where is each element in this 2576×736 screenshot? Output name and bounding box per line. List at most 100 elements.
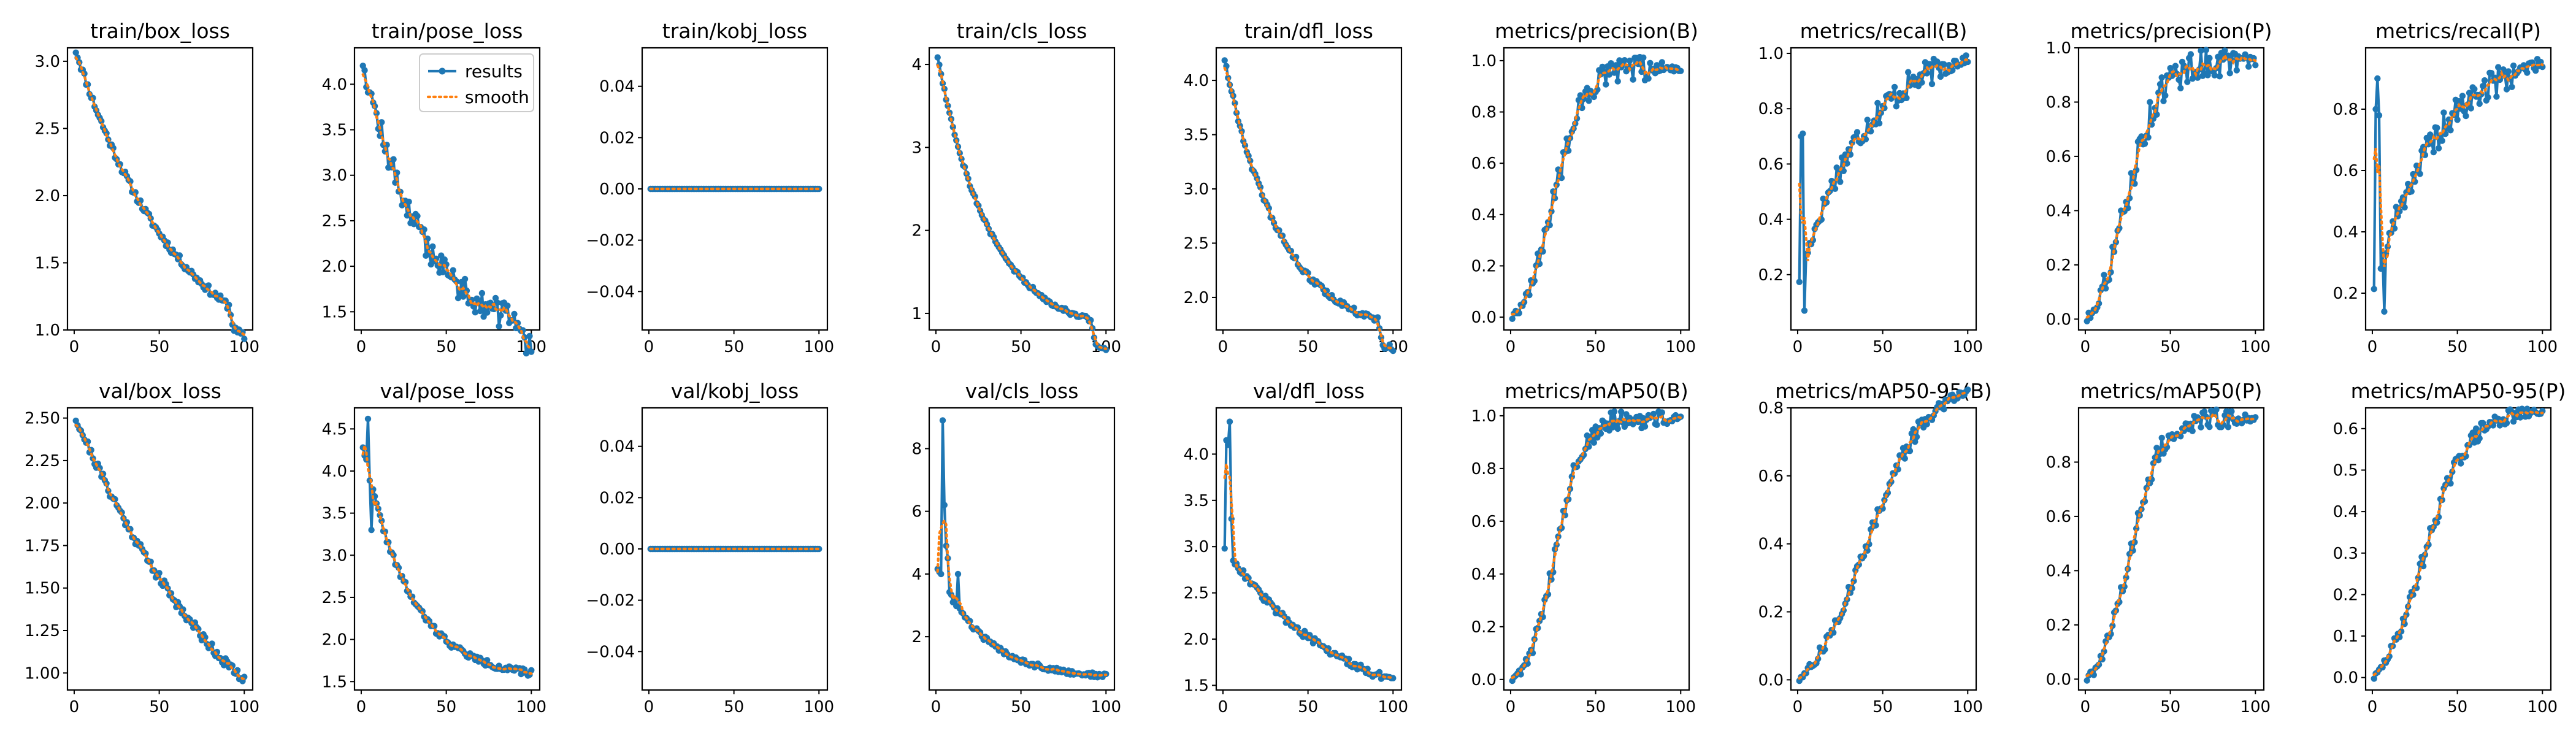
subplot-4: train/cls_loss1234050100 xyxy=(911,19,1121,356)
y-tick-label: 0.2 xyxy=(1758,604,1784,622)
legend-results-label: results xyxy=(465,61,523,82)
x-tick-label: 50 xyxy=(2447,698,2467,716)
y-tick-label: 3.5 xyxy=(1184,492,1209,510)
results-point xyxy=(1614,78,1621,85)
x-tick-label: 50 xyxy=(149,338,169,356)
y-tick-label: 0.5 xyxy=(2333,461,2358,480)
results-point xyxy=(2160,98,2167,104)
results-point xyxy=(1226,418,1233,425)
y-tick-label: 0.4 xyxy=(1471,206,1497,224)
y-tick-label: 0.4 xyxy=(1758,535,1784,554)
results-point xyxy=(1305,269,1311,277)
results-point xyxy=(528,348,535,355)
results-point xyxy=(1677,67,1684,74)
smooth-series-line xyxy=(2085,52,2257,319)
results-point xyxy=(2371,286,2377,293)
results-point xyxy=(1654,421,1660,428)
results-point xyxy=(1963,52,1969,59)
subplot-title: val/box_loss xyxy=(99,379,221,403)
y-tick-label: 0.2 xyxy=(2046,256,2071,275)
results-point xyxy=(1640,54,1647,61)
results-point xyxy=(1949,67,1956,74)
results-point xyxy=(1901,455,1908,462)
results-point xyxy=(1893,103,1899,110)
y-tick-label: 3 xyxy=(911,139,922,157)
x-tick-label: 0 xyxy=(1218,338,1229,356)
y-tick-label: 1.0 xyxy=(2046,39,2071,58)
plot-frame xyxy=(1790,407,1977,691)
x-tick-label: 50 xyxy=(1298,338,1318,356)
y-tick-label: 2.0 xyxy=(1184,289,1209,307)
results-point xyxy=(2435,145,2442,151)
y-tick-label: 0.4 xyxy=(2046,202,2071,220)
x-tick-label: 0 xyxy=(1793,698,1803,716)
results-point xyxy=(1221,545,1228,552)
y-tick-label: 2.5 xyxy=(322,589,347,607)
results-point xyxy=(2481,77,2488,84)
results-point xyxy=(1658,409,1665,416)
y-tick-label: 0.0 xyxy=(2333,669,2358,688)
y-tick-label: 0.2 xyxy=(1471,618,1497,637)
x-tick-label: 50 xyxy=(436,338,456,356)
plot-frame xyxy=(2077,47,2265,331)
results-point xyxy=(1618,408,1625,415)
plot-frame xyxy=(1503,407,1690,691)
results-point xyxy=(475,297,482,304)
results-point xyxy=(1906,448,1914,454)
legend-smooth-label: smooth xyxy=(465,87,529,107)
x-tick-label: 0 xyxy=(2367,698,2378,716)
results-point xyxy=(1606,71,1612,78)
results-point xyxy=(368,526,375,534)
plot-frame xyxy=(66,407,254,691)
results-point xyxy=(2371,675,2377,682)
y-tick-label: 2 xyxy=(911,222,922,240)
results-point xyxy=(494,299,500,306)
results-point xyxy=(1844,160,1850,167)
results-point xyxy=(1658,59,1665,66)
results-point xyxy=(2147,99,2153,105)
y-tick-label: 0.6 xyxy=(2333,162,2358,180)
plot-frame xyxy=(1215,407,1403,691)
y-tick-label: 4 xyxy=(911,565,922,584)
subplot-title: train/pose_loss xyxy=(372,19,523,43)
results-point xyxy=(2245,63,2252,70)
results-point xyxy=(934,54,941,61)
y-tick-label: 2.00 xyxy=(25,494,60,513)
results-point xyxy=(2503,86,2510,93)
results-point xyxy=(1641,423,1649,430)
y-tick-label: 0.8 xyxy=(1471,460,1497,478)
results-point xyxy=(1853,129,1861,136)
plot-frame xyxy=(2364,47,2552,331)
y-tick-label: 3.0 xyxy=(322,167,347,185)
results-point xyxy=(1837,178,1844,185)
subplot-title: metrics/mAP50(P) xyxy=(2080,379,2263,403)
results-point xyxy=(1225,442,1232,448)
y-tick-label: 1.50 xyxy=(25,580,60,598)
y-tick-label: 2.25 xyxy=(25,452,60,470)
smooth-series-line xyxy=(74,56,246,337)
y-tick-label: 2.5 xyxy=(322,212,347,231)
plot-frame xyxy=(928,47,1116,331)
y-tick-label: 3.5 xyxy=(322,121,347,140)
y-tick-label: 0.4 xyxy=(1471,565,1497,584)
y-tick-label: 0.3 xyxy=(2333,545,2358,563)
subplot-11: val/pose_loss 1.5 2.0 2.5 3.0 3.5 4.0 4.5 0 50 100 xyxy=(322,379,546,716)
results-point xyxy=(1941,406,1947,413)
x-tick-label: 50 xyxy=(2160,698,2180,716)
y-tick-label: 3.5 xyxy=(322,505,347,523)
results-point xyxy=(361,67,368,74)
y-tick-label: 0.6 xyxy=(1758,467,1784,486)
results-point xyxy=(2458,460,2464,467)
subplot-12: val/kobj_loss −0.04 −0.02 0.00 0.02 0.04 0 50 10… xyxy=(586,379,834,716)
x-tick-label: 0 xyxy=(69,338,80,356)
results-point xyxy=(938,570,945,578)
results-point xyxy=(2439,137,2445,144)
results-point xyxy=(477,307,484,315)
results-point xyxy=(939,417,946,424)
results-point xyxy=(429,243,436,250)
results-point xyxy=(2177,433,2184,440)
results-point xyxy=(2221,47,2228,54)
results-point xyxy=(441,256,448,263)
y-tick-label: 1.00 xyxy=(25,664,60,683)
y-tick-label: 0.2 xyxy=(2046,616,2071,635)
